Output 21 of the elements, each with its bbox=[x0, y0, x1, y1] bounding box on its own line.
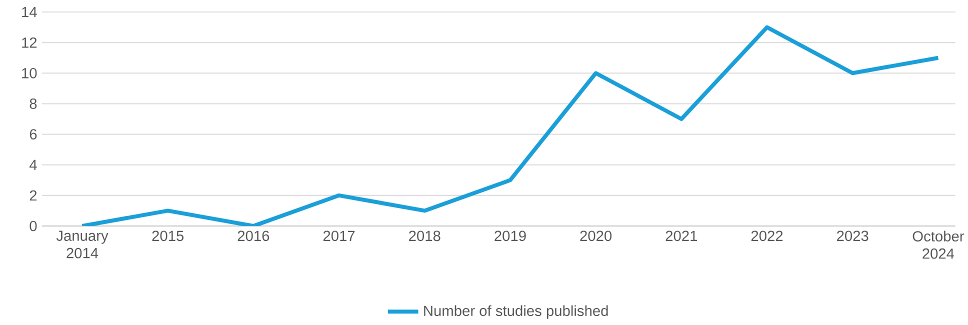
y-tick-label: 12 bbox=[22, 37, 37, 48]
y-tick-label: 0 bbox=[30, 220, 37, 232]
x-tick-label: 2023 bbox=[837, 230, 868, 242]
x-tick-label: January 2014 bbox=[56, 230, 108, 258]
x-tick-label: 2020 bbox=[580, 230, 612, 242]
x-tick-label: 2016 bbox=[238, 230, 270, 242]
x-tick-label: 2019 bbox=[494, 230, 526, 242]
line-series bbox=[80, 25, 940, 226]
x-tick-label: 2021 bbox=[666, 230, 698, 242]
x-tick-label: 2022 bbox=[751, 230, 783, 242]
y-tick-label: 14 bbox=[22, 6, 37, 18]
y-tick-label: 2 bbox=[30, 190, 37, 201]
y-tick-label: 4 bbox=[29, 160, 37, 170]
y-tick-label: 8 bbox=[30, 98, 37, 109]
legend-label: Number of studies published bbox=[424, 305, 608, 319]
x-tick-label: 2015 bbox=[152, 230, 184, 242]
x-tick-label: 2018 bbox=[409, 230, 440, 242]
y-tick-label: 10 bbox=[22, 68, 37, 78]
x-tick-label: 2017 bbox=[323, 230, 355, 242]
y-tick-label: 6 bbox=[30, 129, 37, 140]
x-tick-label: October 2024 bbox=[912, 230, 964, 259]
